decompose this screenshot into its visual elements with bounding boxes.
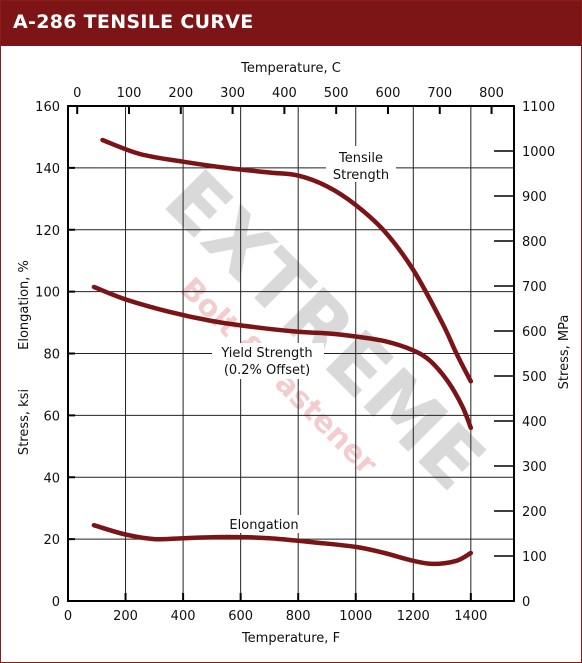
y-right-tick-label: 400 — [522, 415, 547, 430]
y-left-tick-label: 100 — [35, 286, 60, 301]
chart-title: A-286 TENSILE CURVE — [13, 11, 254, 33]
x-top-tick-label: 400 — [272, 86, 297, 101]
y-left-tick-label: 0 — [52, 595, 60, 610]
x-axis-top-label: Temperature, C — [240, 61, 341, 76]
x-axis-top-ticks: 0 100 200 300 400 500 600 700 800 — [73, 86, 504, 114]
y-right-tick-label: 200 — [522, 505, 547, 520]
y-left-tick-label: 120 — [35, 224, 60, 239]
y-left-tick-label: 40 — [43, 471, 60, 486]
y-right-tick-label: 500 — [522, 370, 547, 385]
x-tick-label: 200 — [113, 609, 138, 624]
y-axis-label-elongation: Elongation, % — [17, 260, 32, 350]
y-axis-right-ticks: 0 100 200 300 400 500 600 700 800 900 1000 1100 — [494, 100, 555, 610]
y-right-tick-label: 1100 — [522, 100, 555, 115]
series-line-yield — [91, 284, 474, 431]
x-top-tick-label: 100 — [117, 86, 142, 101]
x-top-tick-label: 800 — [479, 86, 504, 101]
y-left-tick-label: 80 — [43, 348, 60, 363]
x-top-tick-label: 700 — [427, 86, 452, 101]
x-tick-label: 800 — [286, 609, 311, 624]
y-right-tick-label: 800 — [522, 235, 547, 250]
yield-label-line2: (0.2% Offset) — [224, 363, 310, 378]
series-lines — [91, 137, 474, 567]
x-top-tick-label: 200 — [168, 86, 193, 101]
y-left-tick-label: 20 — [43, 533, 60, 548]
y-axis-left-ticks: 0 20 40 60 80 100 120 140 160 — [35, 100, 75, 610]
y-right-tick-label: 300 — [522, 460, 547, 475]
y-right-tick-label: 100 — [522, 550, 547, 565]
series-line-elongation — [91, 522, 474, 567]
x-top-tick-label: 300 — [220, 86, 245, 101]
x-tick-label: 0 — [64, 609, 72, 624]
y-right-tick-label: 0 — [522, 595, 530, 610]
elongation-label-bg — [222, 515, 306, 533]
y-right-tick-label: 1000 — [522, 145, 555, 160]
y-left-tick-label: 60 — [43, 409, 60, 424]
x-tick-label: 1000 — [339, 609, 372, 624]
x-tick-label: 1200 — [397, 609, 430, 624]
title-bar: A-286 TENSILE CURVE — [1, 1, 581, 46]
y-right-tick-label: 700 — [522, 280, 547, 295]
x-top-tick-label: 500 — [324, 86, 349, 101]
y-right-tick-label: 600 — [522, 325, 547, 340]
elongation-label: Elongation — [229, 518, 298, 533]
y-axis-label-stress-mpa: Stress, MPa — [557, 315, 572, 390]
x-tick-label: 1400 — [454, 609, 487, 624]
y-left-tick-label: 140 — [35, 162, 60, 177]
y-right-tick-label: 900 — [522, 190, 547, 205]
tensile-label-line1: Tensile — [338, 151, 383, 166]
tensile-label-bg — [326, 146, 396, 182]
x-top-tick-label: 0 — [73, 86, 81, 101]
yield-label-bg — [212, 343, 324, 379]
tensile-label-line2: Strength — [333, 168, 389, 183]
x-top-tick-label: 600 — [376, 86, 401, 101]
yield-label-line1: Yield Strength — [220, 346, 312, 361]
x-tick-label: 400 — [171, 609, 196, 624]
x-tick-label: 600 — [228, 609, 253, 624]
x-axis-bottom-label: Temperature, F — [241, 631, 340, 646]
x-axis-bottom-ticks: 0 200 400 600 800 1000 1200 1400 — [64, 593, 487, 624]
y-left-tick-label: 160 — [35, 100, 60, 115]
y-axis-label-stress-ksi: Stress, ksi — [17, 389, 32, 455]
series-line-tensile — [100, 137, 474, 384]
